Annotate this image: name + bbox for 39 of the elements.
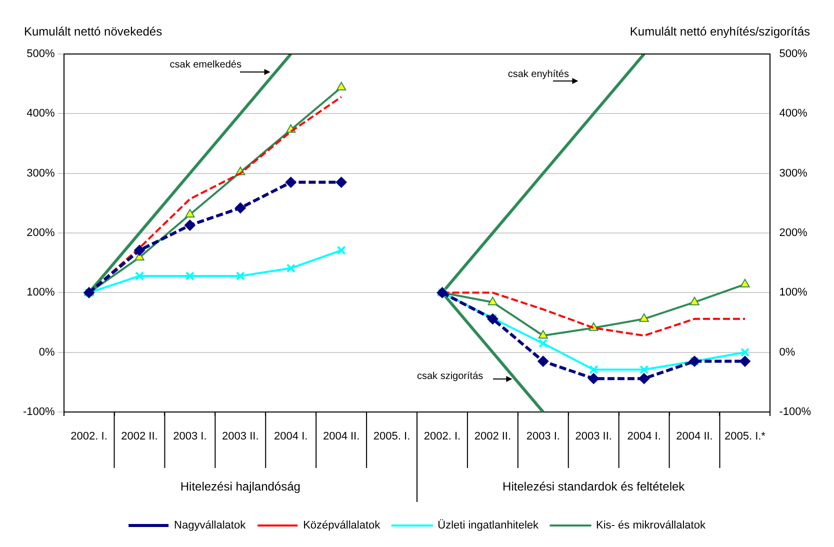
x-tick-label: 2004 II.	[676, 430, 713, 443]
y2-tick-label: 300%	[779, 167, 808, 180]
x-tick-label: 2002 II.	[121, 430, 158, 443]
legend-label: Üzleti ingatlanhitelek	[438, 518, 540, 532]
x-tick-label: 2005. I.*	[724, 430, 766, 443]
annotation: csak emelkedés	[170, 59, 242, 70]
x-tick-label: 2002 II.	[474, 430, 512, 443]
x-tick-label: 2002. I.	[70, 430, 108, 443]
x-tick-label: 2003 I.	[173, 430, 207, 443]
x-tick-label: 2003 I.	[526, 430, 560, 443]
y-tick-label: 100%	[26, 286, 56, 299]
text: Hitelezési standardok és feltételek	[502, 479, 686, 494]
x-tick-label: 2004 II.	[322, 430, 360, 443]
x-tick-label: 2002. I.	[424, 430, 461, 443]
legend-label: Középvállalatok	[303, 520, 381, 532]
y2-axis-title: Kumulált nettó enyhítés/szigorítás	[630, 24, 810, 38]
x-tick-label: 2005. I.	[373, 430, 410, 443]
y-axis-title: Kumulált nettó növekedés	[24, 24, 162, 38]
y2-tick-label: 0%	[779, 346, 796, 358]
x-tick-label: 2003 II.	[222, 430, 259, 443]
y-tick-label: -100%	[23, 406, 56, 418]
x-tick-label: 2004 I.	[627, 430, 661, 443]
y-tick-label: 400%	[26, 108, 56, 120]
x-tick-label: 2003 II.	[575, 430, 612, 443]
y-tick-label: 200%	[26, 227, 56, 240]
y2-tick-label: 400%	[779, 108, 808, 120]
y-tick-label: 500%	[26, 48, 56, 60]
y2-tick-label: -100%	[779, 406, 812, 418]
y-tick-label: 0%	[38, 346, 56, 358]
text: Hitelezési hajlandóság	[180, 479, 300, 494]
annotation: csak enyhítés	[508, 69, 569, 80]
y2-tick-label: 500%	[779, 48, 808, 60]
y2-tick-label: 100%	[779, 286, 808, 299]
legend-label: Kis- és mikrovállalatok	[596, 520, 706, 532]
legend-label: Nagyvállalatok	[174, 520, 246, 532]
y-tick-label: 300%	[26, 167, 56, 180]
annotation: csak szigorítás	[417, 370, 484, 382]
x-tick-label: 2004 I.	[274, 430, 308, 443]
y2-tick-label: 200%	[779, 227, 808, 240]
